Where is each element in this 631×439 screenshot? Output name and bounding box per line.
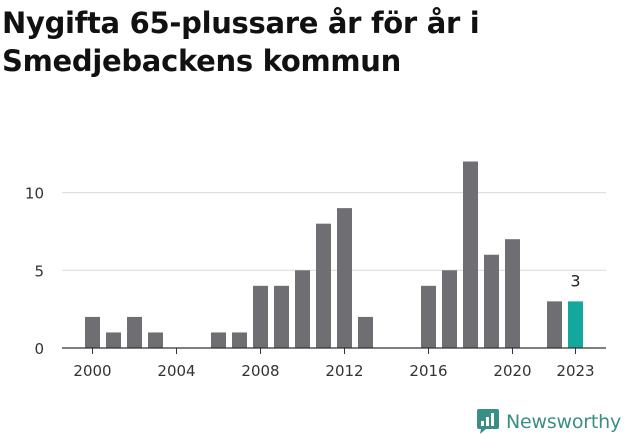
bar xyxy=(568,301,583,348)
newsworthy-logo: Newsworthy xyxy=(476,408,621,435)
brand-name: Newsworthy xyxy=(506,410,622,433)
x-tick-label: 2000 xyxy=(73,362,111,380)
bar xyxy=(358,316,373,348)
bar xyxy=(547,301,562,348)
bar xyxy=(148,332,163,348)
y-tick-label: 0 xyxy=(34,340,44,358)
bar xyxy=(442,270,457,348)
bar xyxy=(274,285,289,348)
bar xyxy=(127,316,142,348)
bar xyxy=(463,161,478,348)
bar xyxy=(484,254,499,348)
chart-title: Nygifta 65-plussare år för år i Smedjeba… xyxy=(2,6,480,78)
bar xyxy=(421,285,436,348)
bar xyxy=(505,239,520,348)
bar xyxy=(232,332,247,348)
bar xyxy=(295,270,310,348)
x-tick-label: 2008 xyxy=(241,362,279,380)
bar xyxy=(106,332,121,348)
bar-chart: 0 5 10 2000 2004 2008 2012 2016 2020 2023 3 xyxy=(25,161,606,380)
x-tick-label: 2016 xyxy=(409,362,447,380)
bar xyxy=(337,208,352,348)
bar xyxy=(211,332,226,348)
x-tick-label: 2012 xyxy=(325,362,363,380)
bar xyxy=(253,285,268,348)
x-tick-label: 2020 xyxy=(493,362,531,380)
bar xyxy=(316,223,331,348)
x-tick-label: 2004 xyxy=(157,362,195,380)
newsworthy-logo-icon xyxy=(477,409,499,434)
data-label: 3 xyxy=(570,271,580,290)
y-tick-label: 5 xyxy=(34,262,44,280)
x-tick-label: 2023 xyxy=(556,362,594,380)
bar xyxy=(85,316,100,348)
y-tick-label: 10 xyxy=(25,185,44,203)
